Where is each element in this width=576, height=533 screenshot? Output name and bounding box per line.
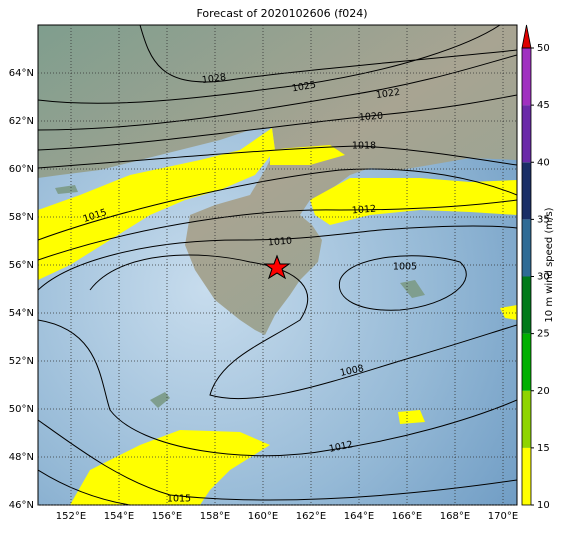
isobar-label: 1010: [267, 235, 292, 248]
colorbar-extend: [521, 24, 532, 49]
colorbar-tick-label: 45: [537, 100, 550, 111]
isobar-label: 1028: [201, 72, 226, 86]
y-tick-label: 54°N: [9, 308, 34, 319]
colorbar-tick-label: 30: [537, 272, 550, 283]
isobar-label: 1008: [339, 363, 365, 379]
x-tick-label: 154°E: [104, 511, 134, 522]
isobar-label: 1022: [375, 87, 400, 101]
isobar-label: 1012: [351, 203, 376, 216]
location-star: [263, 254, 291, 280]
isobar-label: 1012: [328, 439, 354, 455]
y-tick-label: 64°N: [9, 68, 34, 79]
x-tick-label: 166°E: [392, 511, 422, 522]
y-tick-label: 48°N: [9, 452, 34, 463]
y-tick-label: 62°N: [9, 116, 34, 127]
colorbar-bin: [522, 447, 531, 505]
colorbar-tick-label: 15: [537, 443, 550, 454]
colorbar-tick-label: 40: [537, 157, 550, 168]
title: Forecast of 2020102606 (f024): [196, 7, 367, 20]
colorbar-tick-label: 50: [537, 43, 550, 54]
x-tick-label: 160°E: [248, 511, 278, 522]
y-tick-label: 46°N: [9, 500, 34, 511]
colorbar-bin: [522, 219, 531, 277]
colorbar-tick-label: 10: [537, 500, 550, 511]
x-tick-label: 168°E: [440, 511, 470, 522]
y-tick-label: 58°N: [9, 212, 34, 223]
land: [38, 25, 517, 335]
colorbar-tick-label: 25: [537, 329, 550, 340]
x-tick-label: 170°E: [488, 511, 518, 522]
colorbar-bin: [522, 105, 531, 163]
y-tick-label: 50°N: [9, 404, 34, 415]
isobar-label: 1005: [393, 262, 417, 273]
isobar-label: 1020: [359, 111, 384, 124]
isobars: [38, 25, 517, 505]
x-tick-label: 156°E: [152, 511, 182, 522]
colorbar-label: 10 m wind speed (m/s): [544, 207, 555, 322]
colorbar-tick-label: 35: [537, 214, 550, 225]
y-tick-label: 60°N: [9, 164, 34, 175]
y-tick-label: 56°N: [9, 260, 34, 271]
x-tick-label: 158°E: [200, 511, 230, 522]
colorbar-bin: [522, 162, 531, 220]
colorbar-tick-label: 20: [537, 386, 550, 397]
colorbar-bin: [522, 390, 531, 448]
x-tick-label: 152°E: [56, 511, 86, 522]
isobar-label: 1015: [167, 494, 191, 505]
colorbar-bin: [522, 276, 531, 334]
isobar-label: 1025: [291, 79, 317, 94]
colorbar-bin: [522, 333, 531, 391]
isobar-label: 1018: [352, 141, 376, 152]
y-tick-label: 52°N: [9, 356, 34, 367]
colorbar-bin: [522, 48, 531, 106]
x-tick-label: 164°E: [344, 511, 374, 522]
x-tick-label: 162°E: [296, 511, 326, 522]
